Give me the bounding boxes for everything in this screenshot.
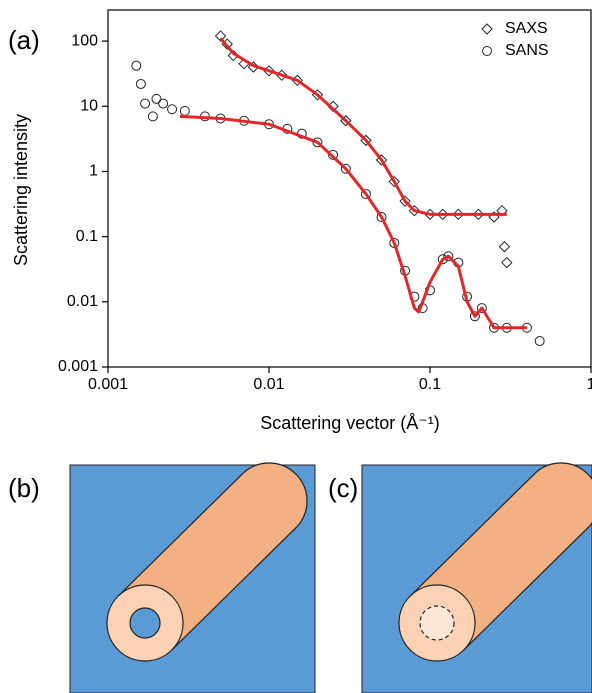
- x-tick-label: 1: [587, 376, 592, 393]
- legend-label: SAXS: [505, 20, 548, 37]
- point: [312, 137, 323, 148]
- point: [360, 189, 371, 200]
- point: [167, 104, 178, 115]
- point: [443, 251, 454, 262]
- point: [534, 336, 545, 347]
- point: [140, 98, 151, 109]
- fit-line: [179, 114, 527, 330]
- point: [437, 254, 448, 265]
- y-tick-label: 0.001: [58, 358, 98, 375]
- point: [476, 303, 487, 314]
- point: [399, 195, 411, 207]
- point: [328, 149, 339, 160]
- point: [340, 163, 351, 174]
- x-tick-label: 0.01: [253, 376, 284, 393]
- point: [131, 60, 142, 71]
- panel-label: (b): [8, 473, 40, 503]
- point: [388, 175, 400, 188]
- x-tick-label: 0.1: [419, 376, 441, 393]
- x-tick-label: 0.001: [88, 376, 128, 393]
- legend-marker: [482, 46, 492, 56]
- fit-line: [219, 37, 507, 216]
- panel-label: (a): [8, 25, 40, 55]
- point: [179, 105, 190, 116]
- legend-label: SANS: [505, 42, 549, 59]
- y-tick-label: 0.1: [76, 228, 98, 245]
- point: [498, 241, 511, 253]
- point: [452, 208, 465, 221]
- point: [375, 154, 388, 166]
- y-tick-label: 100: [71, 32, 98, 49]
- legend-marker: [481, 23, 493, 35]
- point: [135, 78, 146, 89]
- point: [151, 93, 162, 104]
- x-axis-label: Scattering vector (Å⁻¹): [260, 413, 440, 433]
- y-tick-label: 10: [80, 97, 98, 114]
- point: [501, 256, 513, 269]
- point: [472, 208, 485, 221]
- point: [469, 311, 480, 322]
- point: [376, 212, 387, 223]
- panel-label: (c): [328, 473, 358, 503]
- hollow-cylinder: [106, 462, 308, 662]
- point: [437, 208, 449, 221]
- y-tick-label: 1: [89, 163, 98, 180]
- y-axis-label: Scattering intensity: [11, 114, 31, 266]
- point: [158, 98, 169, 109]
- y-tick-label: 0.01: [67, 293, 98, 310]
- point: [147, 111, 158, 122]
- plot-frame: [107, 9, 592, 368]
- filled-cylinder: [398, 462, 592, 662]
- point: [214, 30, 227, 42]
